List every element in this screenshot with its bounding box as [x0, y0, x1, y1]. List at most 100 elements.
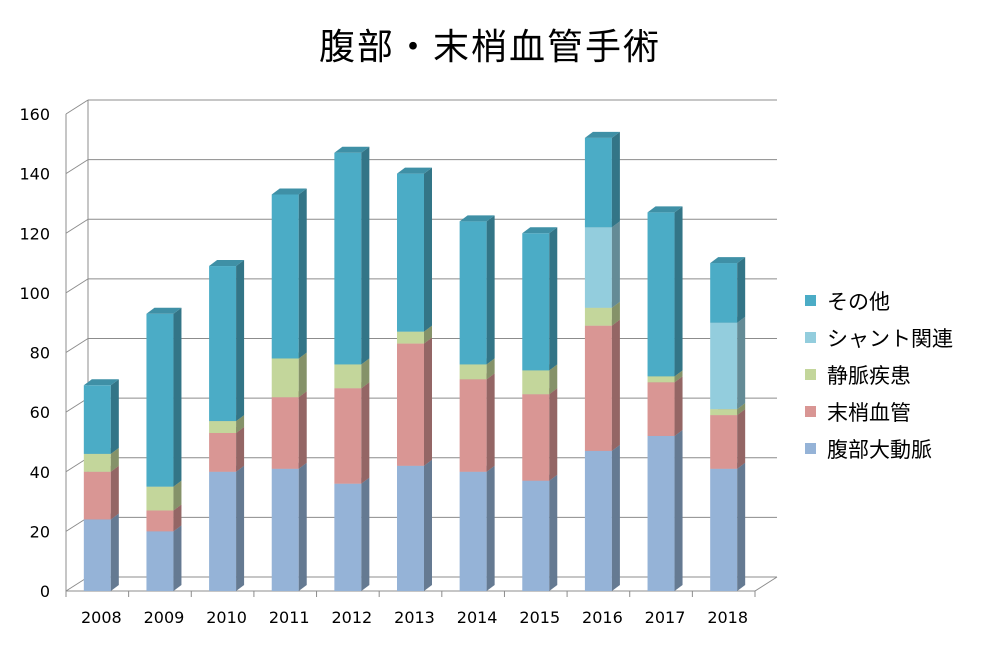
- bar-side: [549, 364, 558, 395]
- bar-front: [146, 486, 174, 511]
- bar-side: [298, 391, 307, 469]
- bar-front: [209, 471, 237, 591]
- bar-side: [173, 525, 182, 591]
- bar-segment: [710, 462, 746, 591]
- bar-segment: [83, 513, 119, 591]
- bar-top: [522, 227, 558, 234]
- bar-side: [110, 513, 119, 591]
- bar-side: [361, 146, 370, 365]
- x-tick-label: 2017: [645, 608, 686, 627]
- bar-segment: [334, 146, 370, 365]
- bar-side: [110, 379, 119, 454]
- bar-front: [522, 480, 550, 591]
- bar-front: [209, 266, 237, 422]
- bar-front: [710, 415, 738, 469]
- y-tick-label: 0: [40, 582, 50, 601]
- bar-side: [236, 415, 245, 433]
- bar-top: [459, 215, 495, 222]
- bar-side: [236, 426, 245, 472]
- bar-front: [271, 358, 299, 398]
- bar-segment: [209, 260, 245, 422]
- bar-front: [584, 450, 612, 591]
- bar-side: [361, 382, 370, 484]
- gridline-side: [65, 159, 89, 175]
- bar-side: [236, 260, 245, 422]
- bar-front: [146, 510, 174, 532]
- legend-label: シャント関連: [827, 327, 953, 351]
- bar-segment: [271, 391, 307, 469]
- gridline-side: [65, 278, 89, 294]
- bar-segment: [146, 525, 182, 591]
- bar-front: [83, 471, 111, 520]
- bar-side: [298, 188, 307, 359]
- bar-side: [361, 358, 370, 389]
- bar-segment: [522, 388, 558, 481]
- bar-front: [459, 379, 487, 472]
- bars: [83, 131, 746, 591]
- legend-label: 末梢血管: [827, 401, 911, 425]
- y-tick-label: 40: [30, 463, 50, 482]
- x-tick-label: 2012: [332, 608, 373, 627]
- legend-entry: その他: [805, 290, 890, 314]
- x-tick-label: 2013: [394, 608, 435, 627]
- x-tick-label: 2016: [582, 608, 623, 627]
- bar-segment: [209, 465, 245, 591]
- bar-top: [209, 260, 245, 267]
- bar-front: [710, 409, 738, 416]
- bar-side: [737, 403, 746, 416]
- bar-front: [146, 531, 174, 591]
- bar-front: [271, 468, 299, 591]
- bar-side: [110, 465, 119, 520]
- legend-entry: 腹部大動脈: [805, 438, 932, 462]
- bar-segment: [647, 429, 683, 591]
- bar-front: [584, 227, 612, 308]
- bar-segment: [397, 337, 432, 466]
- bar-front: [584, 307, 612, 326]
- bar-segment: [710, 257, 746, 323]
- bar-front: [459, 221, 487, 365]
- bar-side: [737, 257, 746, 323]
- bar-front: [522, 394, 550, 481]
- bar-side: [361, 477, 370, 591]
- bar-side: [611, 319, 620, 451]
- gridline-side: [65, 99, 89, 115]
- bar-side: [110, 447, 119, 472]
- bar-segment: [522, 227, 558, 371]
- bar-side: [486, 358, 495, 380]
- x-tick-label: 2009: [144, 608, 185, 627]
- bar-side: [298, 462, 307, 591]
- y-tick-label: 120: [19, 224, 50, 243]
- bar-side: [424, 167, 432, 332]
- legend-swatch: [805, 332, 816, 343]
- bar-top: [710, 257, 746, 264]
- bar-side: [424, 325, 432, 344]
- bar-front: [710, 322, 738, 410]
- bar-segment: [522, 474, 558, 591]
- y-tick-label: 140: [19, 165, 50, 184]
- bar-segment: [459, 215, 495, 365]
- bar-front: [334, 152, 362, 365]
- bar-front: [647, 435, 675, 591]
- bar-front: [83, 453, 111, 472]
- bar-front: [522, 233, 550, 371]
- bar-top: [271, 188, 307, 195]
- bar-side: [298, 352, 307, 398]
- bar-side: [611, 221, 620, 308]
- bar-top: [647, 206, 683, 213]
- bar-top: [397, 167, 432, 174]
- x-tick-label: 2015: [519, 608, 560, 627]
- bar-segment: [209, 426, 245, 472]
- legend-entry: 静脈疾患: [805, 364, 911, 388]
- bar-side: [737, 462, 746, 591]
- bar-front: [271, 194, 299, 359]
- bar-side: [173, 307, 182, 487]
- bar-front: [209, 421, 237, 433]
- bar-segment: [271, 462, 307, 591]
- bar-top: [334, 146, 370, 153]
- x-tick-label: 2010: [206, 608, 247, 627]
- x-tick-labels: 2008 2009 2010 2011 2012 2013 2014 2015 2016 2017…: [81, 608, 748, 627]
- legend-swatch: [805, 295, 816, 306]
- bar-side: [486, 215, 495, 365]
- gridline-side: [65, 218, 89, 234]
- chart-title: 腹部・末梢血管手術: [318, 27, 661, 68]
